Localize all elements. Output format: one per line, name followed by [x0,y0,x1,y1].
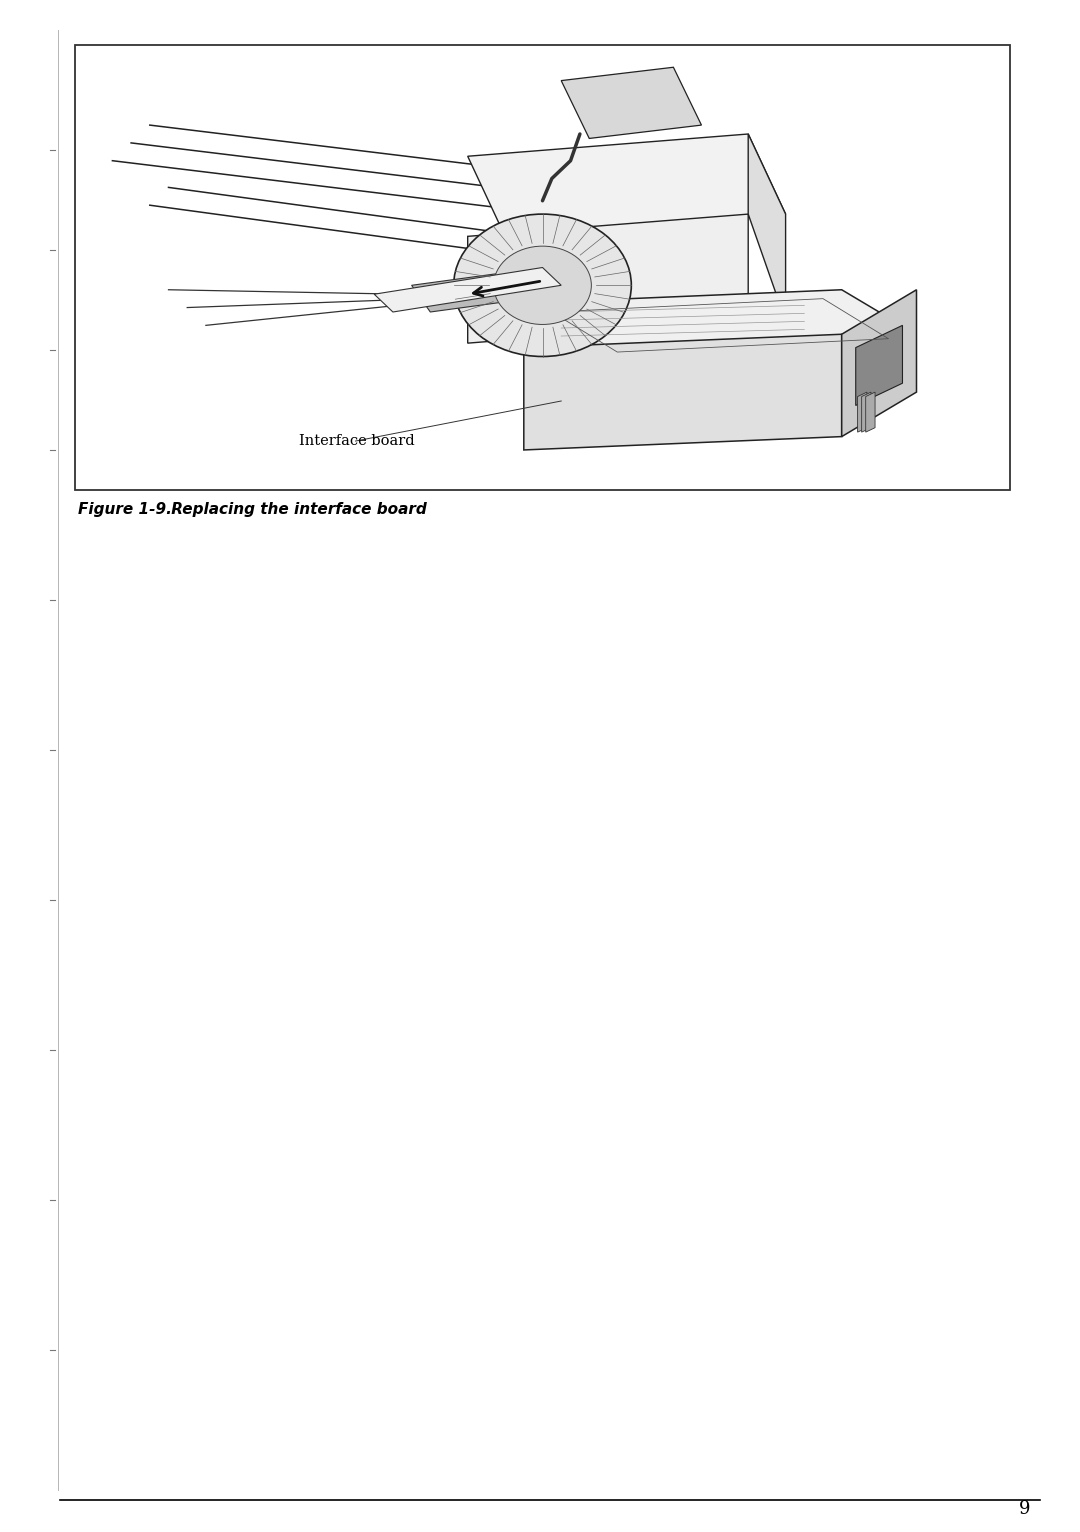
Polygon shape [468,133,785,236]
Polygon shape [562,67,701,138]
Polygon shape [866,392,875,432]
Polygon shape [411,268,562,313]
Bar [75,44,1010,490]
Polygon shape [748,133,785,320]
Text: Figure 1-9.: Figure 1-9. [78,502,172,516]
Text: 9: 9 [1018,1500,1030,1518]
Polygon shape [374,268,562,313]
Polygon shape [468,214,748,343]
Polygon shape [855,325,903,406]
Text: Interface board: Interface board [299,434,415,447]
Polygon shape [858,392,867,432]
Ellipse shape [494,247,592,325]
Polygon shape [841,290,917,437]
Polygon shape [524,334,841,450]
Ellipse shape [454,214,632,357]
Text: Replacing the interface board: Replacing the interface board [166,502,427,516]
Polygon shape [862,392,870,432]
Polygon shape [524,290,917,348]
